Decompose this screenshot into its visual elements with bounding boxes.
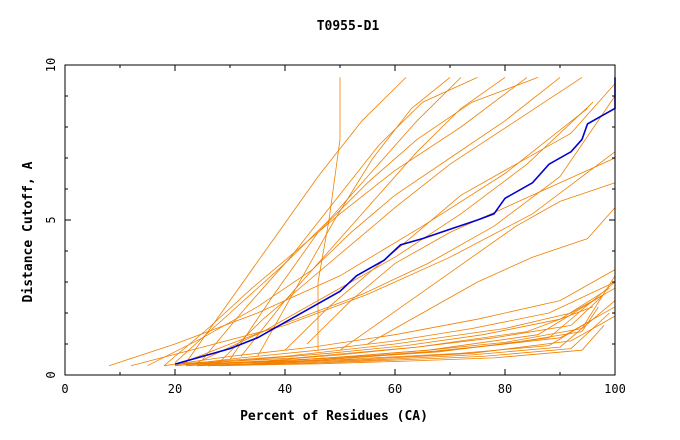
series-line-7 — [218, 77, 583, 363]
series-line-9 — [174, 95, 616, 367]
series-line-16 — [339, 182, 616, 351]
y-axis-label: Distance Cutoff, A — [21, 161, 36, 302]
x-tick-label-0: 0 — [61, 382, 68, 396]
y-tick-label-2: 10 — [44, 58, 58, 72]
series-line-2 — [147, 77, 561, 367]
highlight-series-line — [174, 77, 616, 365]
series-line-18 — [163, 269, 616, 367]
series-line-17 — [367, 207, 616, 345]
series-line-33 — [251, 315, 616, 363]
x-tick-label-2: 40 — [278, 382, 292, 396]
series-line-15 — [317, 77, 341, 351]
series-line-10 — [196, 101, 594, 363]
series-layer — [108, 77, 616, 367]
x-tick-label-3: 60 — [388, 382, 402, 396]
series-line-12 — [257, 77, 451, 357]
series-line-25 — [207, 300, 616, 367]
chart-title: T0955-D1 — [317, 19, 380, 34]
series-line-11 — [240, 77, 506, 357]
series-line-0 — [108, 108, 588, 367]
series-line-14 — [306, 157, 616, 345]
series-line-1 — [130, 151, 616, 367]
series-line-6 — [202, 77, 478, 360]
y-tick-label-1: 5 — [44, 216, 58, 223]
x-tick-label-5: 100 — [604, 382, 626, 396]
series-line-28 — [174, 287, 616, 365]
series-line-5 — [185, 77, 407, 363]
series-line-26 — [207, 312, 610, 367]
series-line-29 — [174, 306, 594, 365]
y-tick-label-0: 0 — [44, 371, 58, 378]
series-line-19 — [174, 281, 616, 367]
axis-layer: 0 20 40 60 80 100 0 5 10 — [44, 58, 626, 396]
series-line-32 — [229, 306, 616, 363]
x-axis-label: Percent of Residues (CA) — [240, 409, 428, 424]
highlight-layer — [174, 77, 616, 365]
series-line-13 — [284, 83, 616, 351]
series-line-27 — [218, 325, 605, 367]
series-line-31 — [196, 281, 616, 365]
series-line-8 — [229, 77, 539, 360]
x-tick-label-4: 80 — [498, 382, 512, 396]
x-tick-label-1: 20 — [168, 382, 182, 396]
